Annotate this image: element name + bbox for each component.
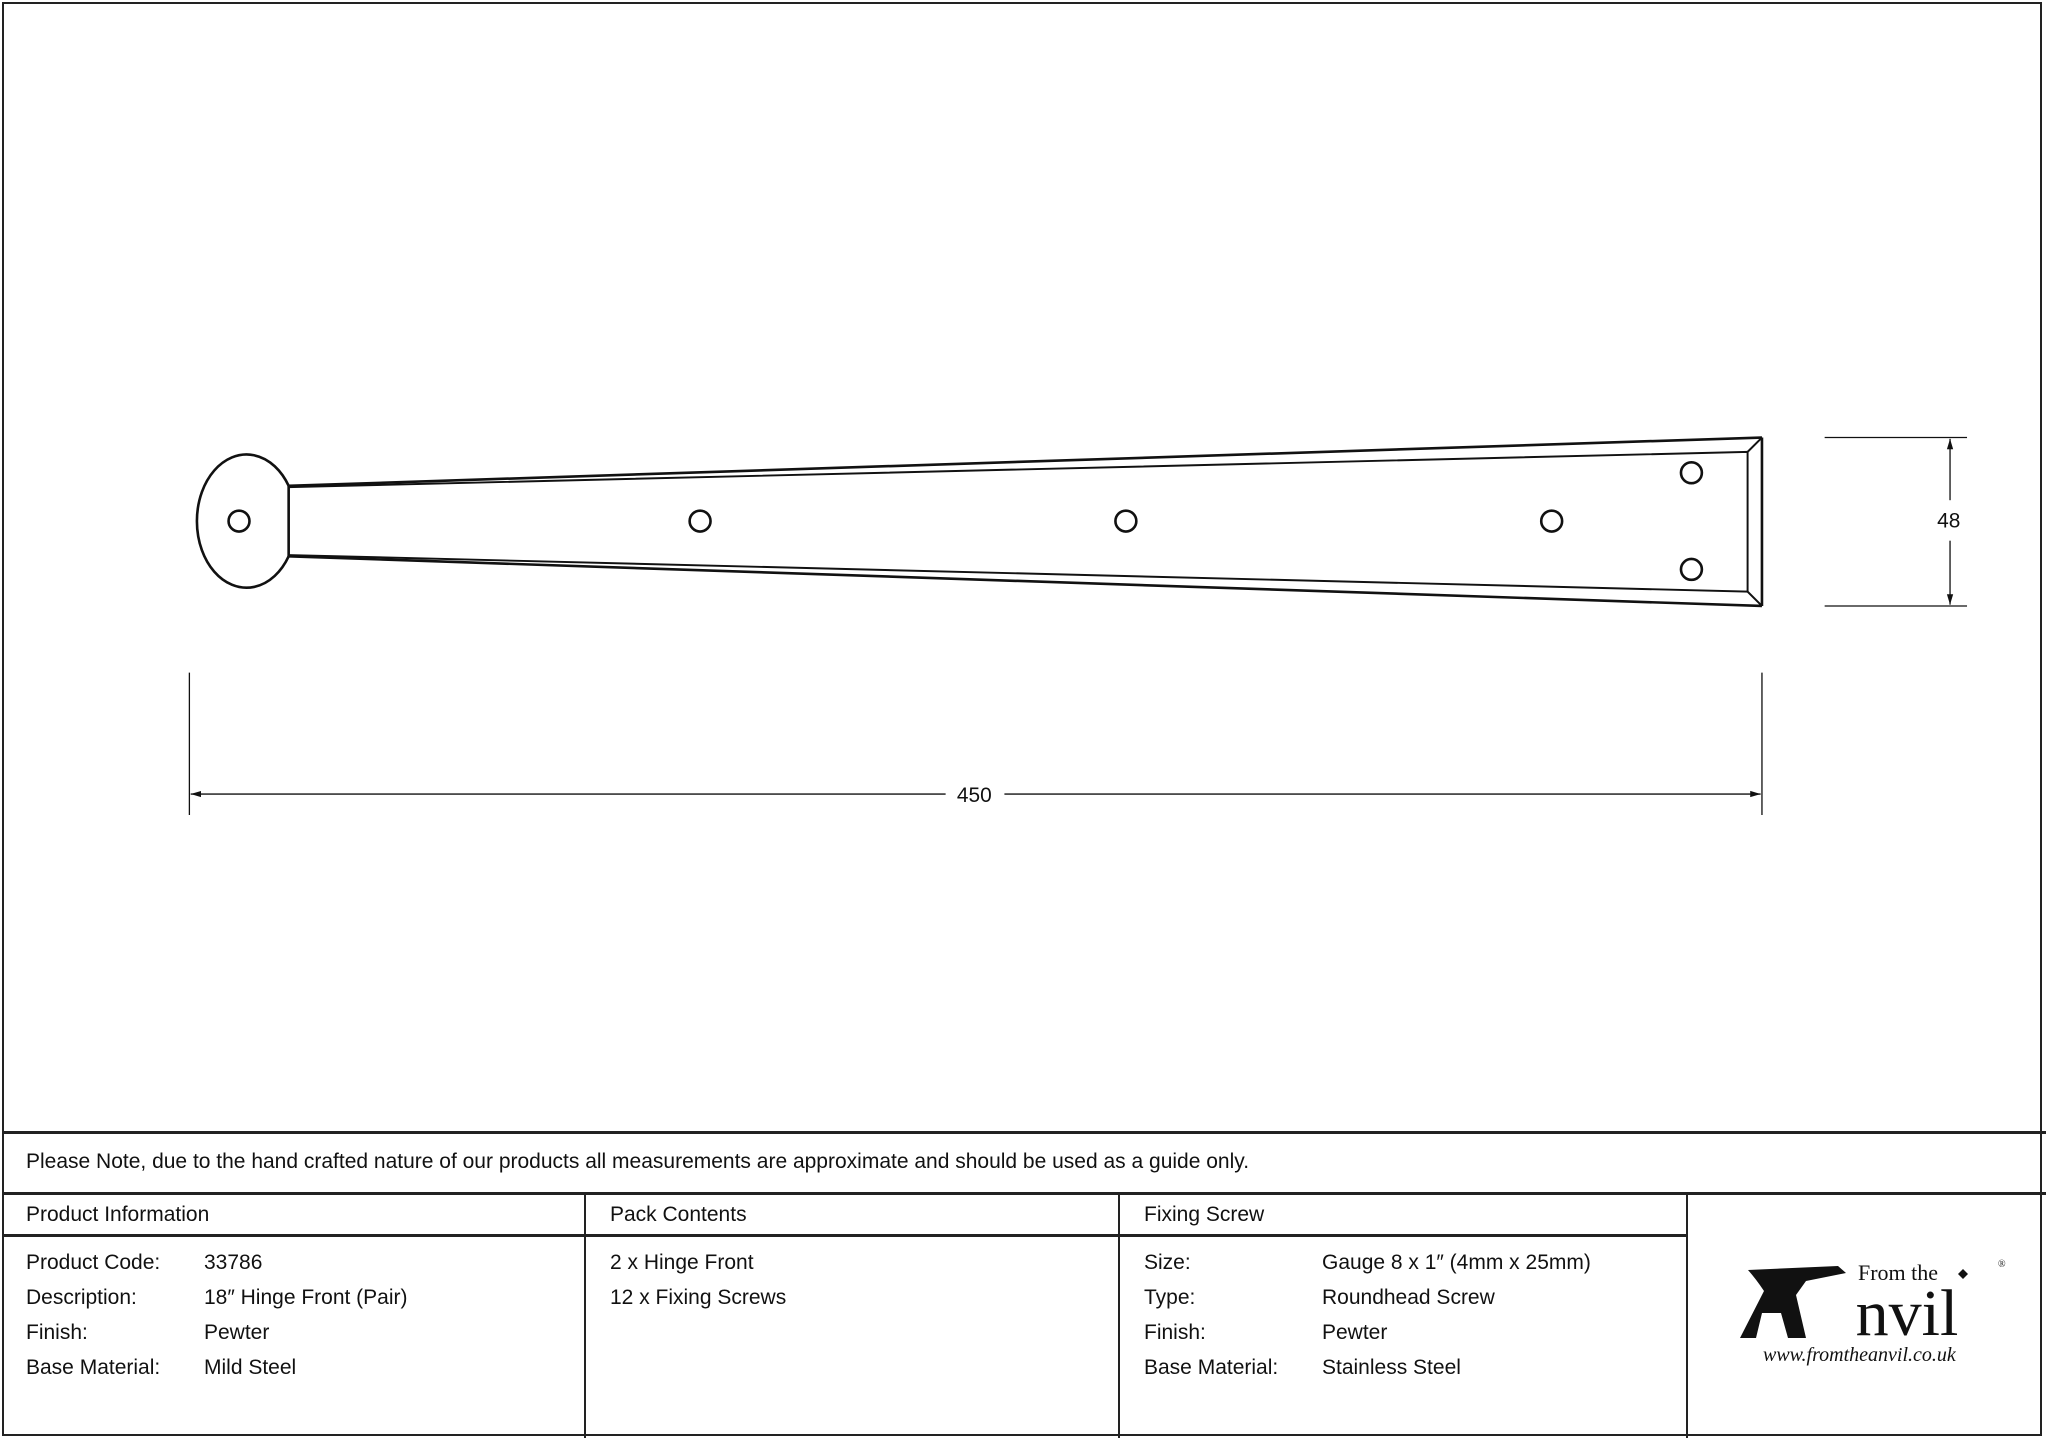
dimension-width-label: 48	[1937, 510, 1960, 533]
row-label: Base Material:	[1144, 1356, 1279, 1379]
row-label: Base Material:	[26, 1356, 161, 1379]
svg-text:®: ®	[1998, 1259, 2006, 1270]
hinge-outline	[195, 436, 1764, 608]
info-row: Size: Gauge 8 x 1″ (4mm x 25mm)	[1144, 1251, 1686, 1286]
info-row: Finish: Pewter	[26, 1321, 584, 1356]
row-value: Roundhead Screw	[1322, 1286, 1495, 1309]
dimension-length-label: 450	[957, 784, 992, 807]
info-table: Product Information Product Code: 33786 D…	[2, 1192, 2046, 1438]
row-label: Finish:	[26, 1321, 88, 1344]
section-title: Fixing Screw	[1120, 1195, 1686, 1237]
from-the-anvil-logo: From the ® Anvil www.fromtheanvil.co.uk	[1740, 1259, 2006, 1366]
row-value: 33786	[204, 1251, 263, 1274]
pack-item: 12 x Fixing Screws	[610, 1286, 787, 1309]
row-value: Stainless Steel	[1322, 1356, 1461, 1379]
row-value: 18″ Hinge Front (Pair)	[204, 1286, 408, 1309]
info-row: Description: 18″ Hinge Front (Pair)	[26, 1286, 584, 1321]
row-value: Pewter	[1322, 1321, 1388, 1344]
row-value: Mild Steel	[204, 1356, 297, 1379]
pack-contents-section: Pack Contents 2 x Hinge Front 12 x Fixin…	[586, 1195, 1120, 1438]
technical-drawing: 48 450	[188, 436, 1968, 815]
row-label: Product Code:	[26, 1251, 161, 1274]
note-text: Please Note, due to the hand crafted nat…	[26, 1150, 1250, 1173]
logo-line2: Anvil	[1808, 1277, 1958, 1350]
dimension-length	[188, 672, 1763, 815]
section-title: Product Information	[2, 1195, 584, 1237]
fixing-screw-section: Fixing Screw Size: Gauge 8 x 1″ (4mm x 25…	[1120, 1195, 1688, 1438]
row-label: Description:	[26, 1286, 137, 1309]
logo-line1: From the	[1858, 1260, 1938, 1285]
disclaimer-note: Please Note, due to the hand crafted nat…	[2, 1131, 2046, 1192]
info-row: Type: Roundhead Screw	[1144, 1286, 1686, 1321]
row-label: Size:	[1144, 1251, 1191, 1274]
row-value: Gauge 8 x 1″ (4mm x 25mm)	[1322, 1251, 1591, 1274]
info-row: Base Material: Stainless Steel	[1144, 1356, 1686, 1391]
row-value: Pewter	[204, 1321, 270, 1344]
logo-section: From the ® Anvil www.fromtheanvil.co.uk	[1688, 1195, 2046, 1438]
info-row: Finish: Pewter	[1144, 1321, 1686, 1356]
info-row: Base Material: Mild Steel	[26, 1356, 584, 1391]
section-title: Pack Contents	[586, 1195, 1118, 1237]
row-label: Finish:	[1144, 1321, 1206, 1344]
screw-holes	[227, 461, 1704, 582]
logo-url: www.fromtheanvil.co.uk	[1763, 1344, 1957, 1366]
row-label: Type:	[1144, 1286, 1196, 1309]
product-information-section: Product Information Product Code: 33786 D…	[2, 1195, 586, 1438]
pack-item: 2 x Hinge Front	[610, 1251, 754, 1274]
info-row: Product Code: 33786	[26, 1251, 584, 1286]
dimension-width	[1824, 436, 1968, 607]
